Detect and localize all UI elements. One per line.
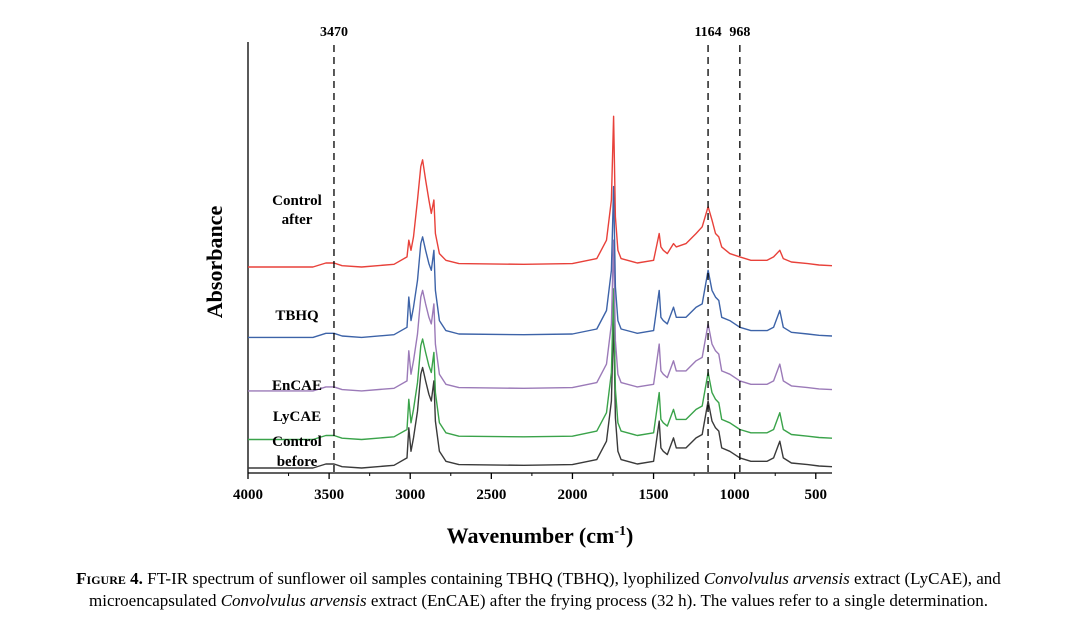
series-labels: Control before LyCAE EnCAE TBHQ Control after — [272, 193, 322, 470]
reference-lines: 3470 1164 968 — [320, 25, 750, 473]
series-label-control-after-0: Control — [272, 193, 322, 209]
series-line-control-after — [248, 115, 833, 268]
plot-area — [247, 42, 832, 474]
caption-text-3: microencapsulated — [89, 591, 221, 610]
series-label-control-before-1: before — [277, 454, 318, 470]
caption-text-2: extract (LyCAE), and — [849, 569, 1001, 588]
reference-label-968: 968 — [729, 25, 750, 40]
series-label-control-after-1: after — [282, 212, 313, 228]
caption-italic-1: Convolvulus arvensis — [703, 569, 850, 588]
series-label-control-before-0: Control — [272, 434, 322, 450]
x-tick-label-3000: 3000 — [395, 487, 425, 503]
caption-text-1: FT-IR spectrum of sunflower oil samples … — [142, 569, 704, 588]
series-line-lycae — [248, 288, 833, 441]
x-axis: 4000 3500 3000 2500 2000 1500 1000 500 — [233, 473, 827, 503]
caption-italic-2: Convolvulus arvensis — [220, 591, 367, 610]
x-tick-label-1000: 1000 — [720, 487, 750, 503]
series-label-lycae-0: LyCAE — [273, 409, 321, 425]
series-label-tbhq-0: TBHQ — [275, 308, 319, 324]
series-line-encae — [248, 239, 833, 392]
x-axis-label-sup: -1 — [614, 524, 626, 539]
reference-label-1164: 1164 — [694, 25, 721, 40]
x-tick-label-3500: 3500 — [314, 487, 344, 503]
ftir-chart: 3470 1164 968 ControlbeforeLyCAEEnCAETBHQC… — [202, 25, 833, 548]
series-line-control-before — [248, 316, 833, 469]
y-axis-label: Absorbance — [202, 206, 227, 319]
x-axis-label-main: Wavenumber (cm — [447, 523, 615, 548]
caption-text-4: extract (EnCAE) after the frying process… — [366, 591, 988, 610]
x-axis-label: Wavenumber (cm-1) — [447, 523, 634, 548]
x-tick-label-2500: 2500 — [476, 487, 506, 503]
series-line-tbhq — [248, 185, 833, 339]
x-axis-label-close: ) — [626, 523, 633, 548]
x-tick-label-500: 500 — [805, 487, 828, 503]
caption-label: Figure 4. — [76, 569, 143, 588]
x-tick-label-4000: 4000 — [233, 487, 263, 503]
figure-caption: Figure 4. FT-IR spectrum of sunflower oi… — [0, 568, 1077, 612]
x-tick-label-1500: 1500 — [639, 487, 669, 503]
x-tick-label-2000: 2000 — [557, 487, 587, 503]
series-label-encae-0: EnCAE — [272, 378, 322, 394]
series-layer — [248, 115, 833, 469]
reference-label-3470: 3470 — [320, 25, 348, 40]
